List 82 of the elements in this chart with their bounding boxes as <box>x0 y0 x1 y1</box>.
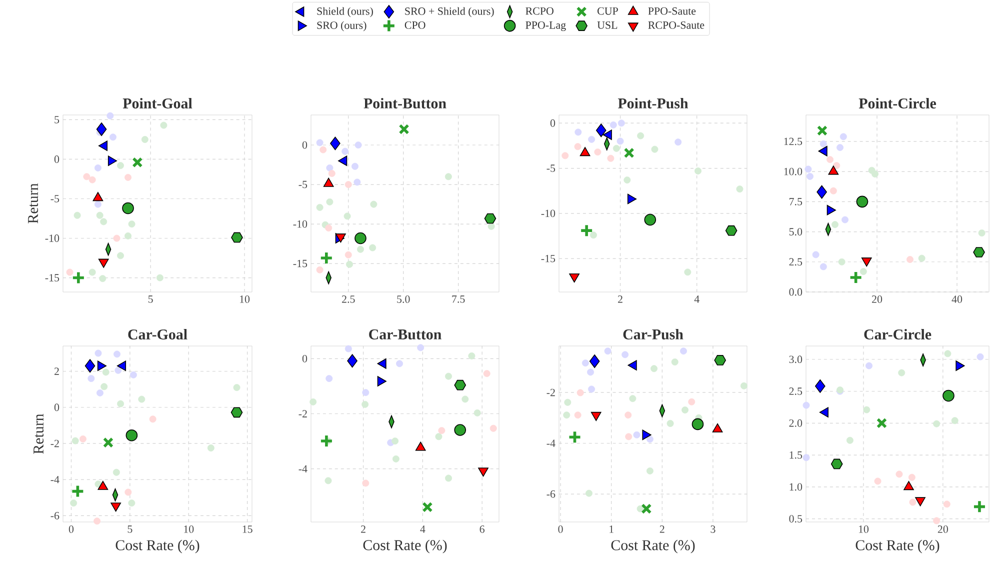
chart-title: Point-Button <box>364 98 446 108</box>
y-tick-label: 7.5 <box>790 198 802 206</box>
x-tick-label: 5 <box>148 296 153 303</box>
y-tick-label: -10 <box>541 210 556 218</box>
legend-label: RCPO-Saute <box>648 21 704 29</box>
x-tick-label: 2 <box>660 526 664 533</box>
x-tick-label: 10 <box>240 296 250 303</box>
x-tick-label: 5 <box>128 526 132 533</box>
x-axis-title: Cost Rate (%) <box>856 540 940 554</box>
x-tick-label: 4 <box>420 526 426 533</box>
x-tick-label: 3 <box>710 526 716 533</box>
y-tick-label: -6 <box>546 490 556 498</box>
y-tick-label: 0.0 <box>789 288 802 296</box>
legend-label: CUP <box>598 7 618 15</box>
y-tick-label: 5 <box>54 116 60 124</box>
y-tick-label: 2.5 <box>789 388 802 395</box>
y-tick-label: -5 <box>546 164 556 172</box>
y-tick-label: -2 <box>50 440 59 448</box>
legend-label: CPO <box>404 21 426 29</box>
y-tick-label: 0 <box>54 404 60 412</box>
legend-label: PPO-Lag <box>526 21 566 32</box>
y-tick-label: -10 <box>293 220 308 228</box>
x-axis-title: Cost Rate (%) <box>363 540 447 554</box>
legend-label: SRO + Shield (ours) <box>405 7 494 18</box>
y-tick-label: 1.5 <box>790 451 802 459</box>
y-tick-label: -15 <box>293 260 308 268</box>
y-tick-label: 10.0 <box>784 168 802 176</box>
y-tick-label: 2.5 <box>789 258 802 266</box>
x-tick-label: 2 <box>361 526 366 533</box>
x-tick-label: 2.5 <box>342 296 355 303</box>
y-tick-label: 12.5 <box>784 138 802 146</box>
x-tick-label: 20 <box>872 296 882 303</box>
chart-title: Point-Circle <box>858 98 936 108</box>
chart-title: Car-Button <box>369 329 442 340</box>
y-tick-label: 0 <box>550 119 556 127</box>
y-tick-label: 0.5 <box>789 515 802 523</box>
x-tick-label: 10 <box>184 526 194 533</box>
y-tick-label: -5 <box>298 180 308 188</box>
x-tick-label: 4 <box>694 296 700 303</box>
legend-label: RCPO <box>526 7 554 15</box>
legend-label: PPO-Saute <box>648 7 696 15</box>
x-tick-label: 1 <box>610 526 614 533</box>
y-tick-label: -6 <box>50 512 60 520</box>
chart-title: Point-Goal <box>122 98 192 108</box>
x-tick-label: 15 <box>242 526 252 533</box>
x-tick-label: 5.0 <box>397 296 410 303</box>
y-axis-title: Return <box>28 183 38 224</box>
x-tick-label: 10 <box>858 526 869 533</box>
x-tick-label: 6 <box>480 526 484 533</box>
legend-label: Shield (ours) <box>317 7 373 18</box>
y-tick-label: -4 <box>298 465 308 472</box>
y-axis-title: Return <box>34 414 44 454</box>
chart-title: Car-Goal <box>128 328 188 340</box>
x-axis-title: Cost Rate (%) <box>611 540 695 554</box>
x-tick-label: 0 <box>558 526 563 533</box>
legend-label: USL <box>597 21 618 29</box>
y-tick-label: 0 <box>302 354 308 362</box>
x-tick-label: 7.5 <box>452 296 465 303</box>
y-tick-label: 2 <box>54 368 59 375</box>
y-tick-label: 3.0 <box>789 356 802 364</box>
legend-label: SRO (ours) <box>317 21 366 32</box>
y-tick-label: -2 <box>298 410 307 418</box>
y-tick-label: 0 <box>302 141 308 149</box>
y-tick-label: 0 <box>54 156 60 163</box>
y-tick-label: -4 <box>546 440 556 447</box>
x-tick-label: 0 <box>68 526 74 533</box>
y-tick-label: -15 <box>45 274 60 282</box>
y-tick-label: 2.0 <box>789 419 802 427</box>
chart-title: Car-Push <box>623 328 684 340</box>
x-tick-label: 20 <box>938 526 948 533</box>
y-tick-label: 5.0 <box>789 228 802 236</box>
x-tick-label: 2 <box>618 296 622 303</box>
chart-title: Car-Circle <box>864 328 932 340</box>
chart-title: Point-Push <box>618 98 688 108</box>
y-tick-label: -4 <box>50 476 60 484</box>
y-tick-label: -10 <box>45 234 60 242</box>
y-tick-label: -15 <box>541 254 556 262</box>
y-tick-label: -5 <box>50 195 60 202</box>
x-tick-label: 40 <box>952 296 962 303</box>
y-tick-label: -2 <box>546 388 555 396</box>
x-axis-title: Cost Rate (%) <box>116 540 200 554</box>
y-tick-label: 1.0 <box>790 483 802 491</box>
